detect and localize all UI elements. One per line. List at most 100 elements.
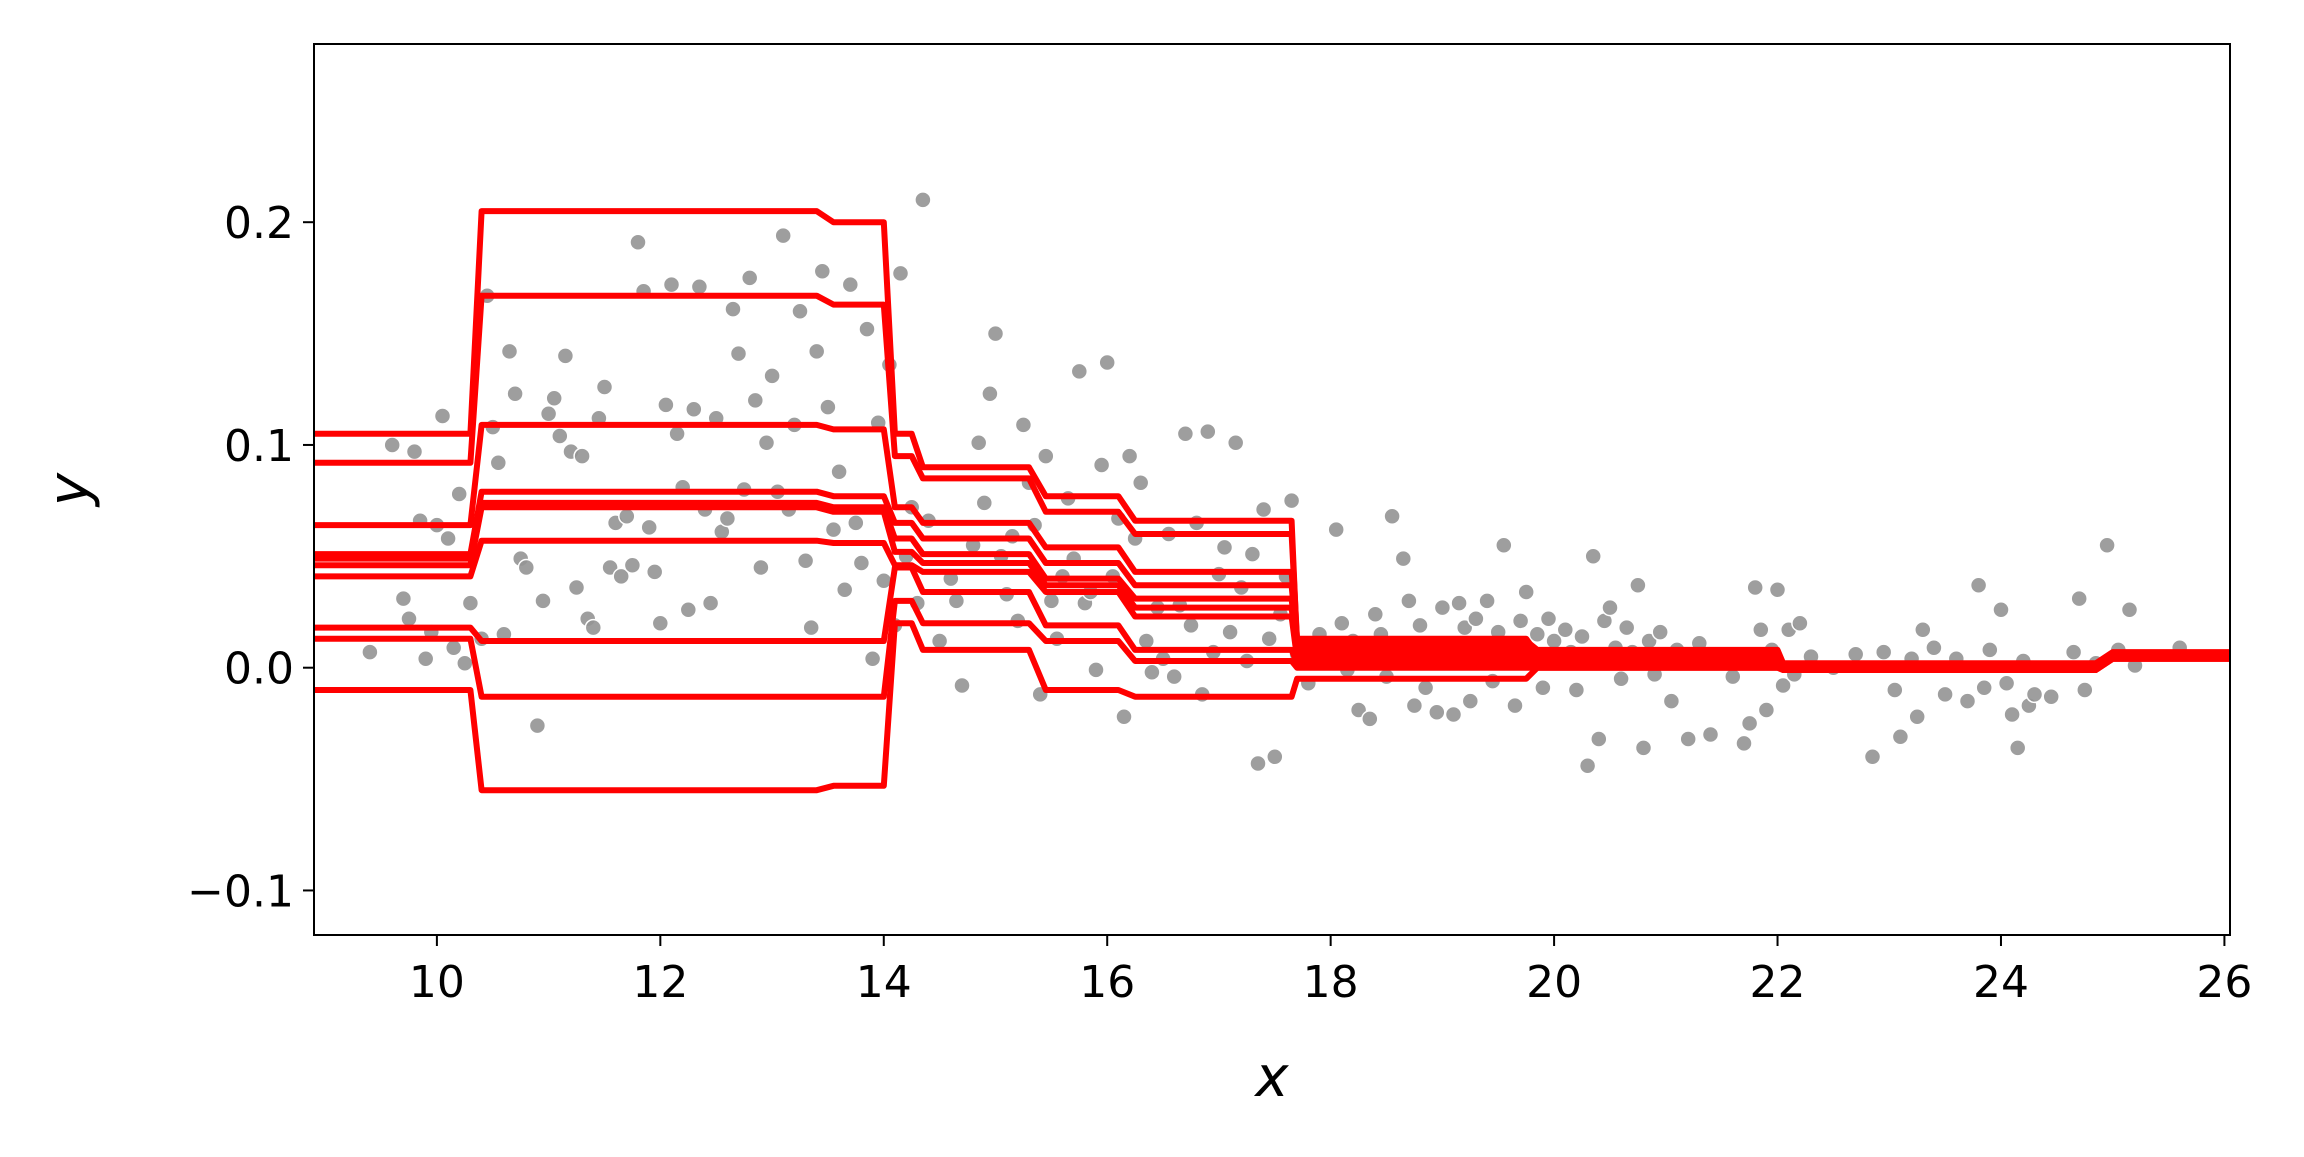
- scatter-point-81: [847, 514, 865, 532]
- scatter-point-1: [383, 436, 401, 454]
- scatter-point-245: [1891, 728, 1910, 746]
- scatter-point-153: [1266, 748, 1284, 766]
- scatter-point-127: [1120, 447, 1139, 465]
- scatter-point-113: [1042, 592, 1061, 610]
- scatter-point-58: [718, 509, 737, 528]
- scatter-point-103: [986, 324, 1005, 343]
- scatter-point-258: [2003, 705, 2021, 724]
- scatter-point-186: [1467, 609, 1485, 628]
- scatter-point-48: [662, 275, 681, 294]
- scatter-point-188: [1478, 592, 1496, 610]
- scatter-point-162: [1333, 614, 1351, 632]
- scatter-point-202: [1556, 621, 1575, 639]
- scatter-point-108: [1014, 416, 1033, 434]
- scatter-point-223: [1679, 730, 1697, 748]
- scatter-point-182: [1444, 705, 1463, 724]
- scatter-point-66: [763, 367, 781, 385]
- scatter-point-121: [1087, 661, 1105, 679]
- scatter-point-268: [2098, 536, 2116, 554]
- scatter-point-176: [1411, 616, 1429, 635]
- scatter-point-0: [361, 643, 379, 661]
- scatter-point-256: [1992, 601, 2010, 619]
- scatter-point-73: [802, 618, 820, 637]
- scatter-point-9: [433, 407, 452, 425]
- y-tick-label-2: 0.1: [224, 421, 294, 472]
- scatter-point-141: [1199, 422, 1217, 441]
- scatter-point-18: [489, 454, 508, 472]
- scatter-point-101: [975, 494, 994, 512]
- scatter-point-212: [1612, 670, 1630, 688]
- scatter-point-242: [1863, 748, 1882, 766]
- x-tick-label-1: 12: [632, 957, 688, 1008]
- scatter-point-79: [835, 580, 854, 599]
- scatter-point-46: [651, 614, 670, 632]
- scatter-point-39: [612, 567, 630, 586]
- scatter-point-62: [740, 269, 759, 287]
- scatter-point-122: [1092, 456, 1111, 474]
- scatter-point-13: [456, 654, 474, 672]
- scatter-point-23: [517, 558, 536, 577]
- scatter-point-10: [439, 529, 457, 548]
- scatter-point-168: [1366, 605, 1385, 623]
- scatter-point-204: [1567, 681, 1586, 699]
- scatter-point-210: [1601, 598, 1619, 617]
- scatter-point-234: [1768, 580, 1787, 599]
- scatter-point-77: [824, 520, 843, 539]
- scatter-point-262: [2025, 685, 2044, 704]
- scatter-point-63: [746, 391, 765, 410]
- scatter-point-76: [819, 398, 837, 416]
- scatter-point-195: [1517, 583, 1535, 601]
- scatter-points: [361, 191, 2189, 775]
- scatter-point-97: [947, 592, 966, 610]
- scatter-point-31: [567, 578, 586, 597]
- scatter-point-146: [1226, 433, 1245, 452]
- scatter-point-241: [1846, 645, 1865, 664]
- scatter-point-151: [1254, 500, 1273, 519]
- scatter-point-78: [830, 462, 848, 481]
- scatter-point-102: [981, 384, 999, 403]
- scatter-point-265: [2070, 589, 2088, 608]
- scatter-point-11: [444, 638, 463, 657]
- scatter-point-257: [1997, 674, 2016, 693]
- scatter-point-244: [1886, 681, 1904, 699]
- scatter-point-4: [405, 442, 424, 461]
- scatter-point-25: [534, 592, 552, 610]
- scatter-point-68: [774, 226, 792, 245]
- scatter-point-173: [1394, 549, 1413, 568]
- scatter-point-183: [1450, 594, 1468, 612]
- scatter-point-84: [863, 650, 882, 668]
- scatter-point-221: [1662, 692, 1681, 710]
- scatter-point-252: [1958, 692, 1977, 710]
- scatter-point-207: [1584, 547, 1602, 566]
- scatter-point-243: [1874, 643, 1893, 661]
- scatter-point-32: [573, 447, 591, 465]
- scatter-point-248: [1914, 621, 1932, 639]
- scatter-point-177: [1416, 678, 1435, 697]
- scatter-point-249: [1925, 638, 1943, 657]
- scatter-point-49: [668, 425, 686, 443]
- scatter-point-131: [1143, 663, 1161, 681]
- scatter-point-171: [1383, 507, 1401, 525]
- scatter-point-199: [1539, 609, 1558, 628]
- scatter-point-27: [545, 389, 563, 407]
- y-tick-label-0: −0.1: [187, 866, 294, 917]
- scatter-point-152: [1260, 629, 1278, 648]
- scatter-point-47: [657, 396, 675, 414]
- scatter-point-24: [528, 716, 547, 735]
- x-axis-ticks: 10 12 14 16 18 20 22 24 26: [409, 935, 2252, 1008]
- scatter-point-129: [1131, 474, 1150, 492]
- scatter-point-2: [394, 589, 413, 608]
- scatter-point-194: [1511, 612, 1530, 630]
- scatter-point-95: [930, 632, 949, 650]
- scatter-point-219: [1651, 623, 1669, 641]
- scatter-point-231: [1752, 621, 1770, 639]
- x-tick-label-4: 18: [1303, 957, 1359, 1008]
- scatter-point-235: [1774, 676, 1792, 695]
- x-tick-label-8: 26: [2196, 957, 2252, 1008]
- scatter-point-112: [1037, 447, 1055, 465]
- scatter-point-21: [506, 384, 524, 403]
- scatter-point-197: [1528, 625, 1547, 644]
- scatter-point-270: [2120, 601, 2139, 619]
